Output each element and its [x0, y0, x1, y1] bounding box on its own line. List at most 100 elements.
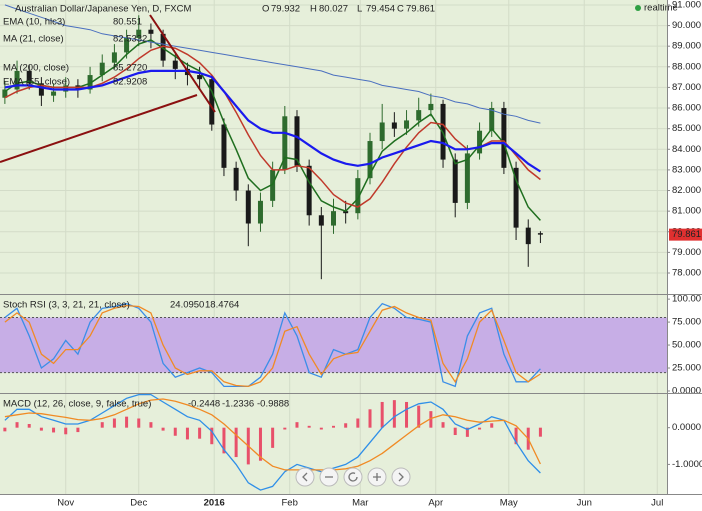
trend-line [0, 94, 198, 163]
band [0, 317, 667, 373]
legend-label: EMA (55, close) [3, 77, 70, 88]
candle-body [282, 116, 288, 170]
histogram-bar [185, 427, 189, 440]
histogram-bar [39, 427, 43, 431]
candle-body [428, 103, 434, 111]
y-tick-label: 83.000 [672, 164, 701, 175]
candle-body [525, 227, 531, 245]
candle-body [404, 120, 410, 129]
y-tick-label: 100.00 [672, 294, 701, 305]
legend-label: MA (21, close) [3, 34, 64, 45]
candle-body [99, 62, 105, 76]
nav-buttons [295, 467, 411, 487]
histogram-bar [52, 427, 56, 433]
scroll-left[interactable] [295, 467, 315, 487]
ohlc-value: 79.861 [406, 4, 435, 15]
status: realtime [644, 3, 678, 14]
y-tick-label: 89.000 [672, 41, 701, 52]
y-tick-label: 75.000 [672, 317, 701, 328]
histogram-bar [356, 418, 360, 428]
candle-body [416, 110, 422, 121]
ohlc-label: H [310, 4, 317, 15]
series-line [4, 304, 541, 388]
histogram-bar [417, 405, 421, 428]
scroll-right[interactable] [391, 467, 411, 487]
reset[interactable] [343, 467, 363, 487]
histogram-bar [64, 427, 68, 435]
candle-body [197, 75, 203, 80]
y-tick-label: -1.0000 [672, 459, 702, 470]
price-marker [669, 228, 702, 241]
zoom-in[interactable] [367, 467, 387, 487]
y-tick-label: 50.000 [672, 340, 701, 351]
x-tick-label: Apr [428, 498, 443, 509]
candle-body [87, 75, 93, 90]
x-tick-label: Jun [577, 498, 592, 509]
candle-body [367, 141, 373, 179]
x-tick-label: Nov [57, 498, 74, 509]
legend-label: EMA (10, hlc3) [3, 17, 65, 28]
candle-body [318, 215, 324, 226]
y-tick-label: 88.000 [672, 61, 701, 72]
candle-body [537, 233, 543, 235]
candle-body [172, 60, 178, 69]
series-line [4, 302, 541, 388]
candle-body [2, 89, 8, 98]
candle-body [245, 190, 251, 224]
candle-body [124, 37, 130, 53]
x-tick-label: Feb [281, 498, 297, 509]
histogram-bar [319, 427, 323, 430]
histogram-bar [161, 427, 165, 431]
trend-line [149, 14, 216, 113]
y-tick-label: 86.000 [672, 103, 701, 114]
legend-value: -0.9888 [257, 399, 289, 410]
candle-body [221, 124, 227, 168]
ohlc-label: O [262, 4, 269, 15]
histogram-bar [490, 423, 494, 428]
candle-body [379, 122, 385, 142]
y-tick-label: 81.000 [672, 206, 701, 217]
candle-body [331, 211, 336, 226]
histogram-bar [76, 427, 80, 433]
candle-body [257, 200, 263, 224]
histogram-bar [283, 427, 287, 430]
candle-body [148, 29, 154, 34]
candle-body [464, 153, 470, 203]
histogram-bar [368, 409, 372, 428]
pane-title: Stoch RSI (3, 3, 21, 21, close) [3, 300, 130, 311]
series-line [4, 398, 541, 471]
candle-body [294, 116, 300, 166]
histogram-bar [15, 422, 19, 428]
legend-value: 82.9208 [113, 77, 147, 88]
x-tick-label: Mar [352, 498, 368, 509]
histogram-bar [405, 401, 409, 428]
y-tick-label: 79.000 [672, 247, 701, 258]
candle-body [501, 108, 507, 168]
candle-body [160, 33, 166, 61]
series-line [4, 4, 541, 124]
y-tick-label: 82.000 [672, 185, 701, 196]
histogram-bar [258, 427, 262, 461]
histogram-bar [137, 418, 141, 428]
candle-body [38, 83, 44, 96]
histogram-bar [125, 416, 129, 428]
histogram-bar [173, 427, 177, 436]
candle-body [270, 169, 276, 201]
candle-body [26, 70, 32, 84]
histogram-bar [112, 418, 116, 428]
status-dot [635, 5, 641, 11]
candle-body [489, 108, 495, 131]
candle-body [477, 130, 483, 154]
chart-title: Australian Dollar/Japanese Yen, D, FXCM [15, 4, 191, 15]
histogram-bar [465, 427, 469, 437]
ohlc-label: L [357, 4, 362, 15]
candle-body [343, 211, 349, 214]
histogram-bar [514, 427, 518, 445]
histogram-bar [222, 427, 226, 454]
y-tick-label: 25.000 [672, 363, 701, 374]
histogram-bar [234, 427, 238, 458]
zoom-out[interactable] [319, 467, 339, 487]
ohlc-label: C [397, 4, 404, 15]
